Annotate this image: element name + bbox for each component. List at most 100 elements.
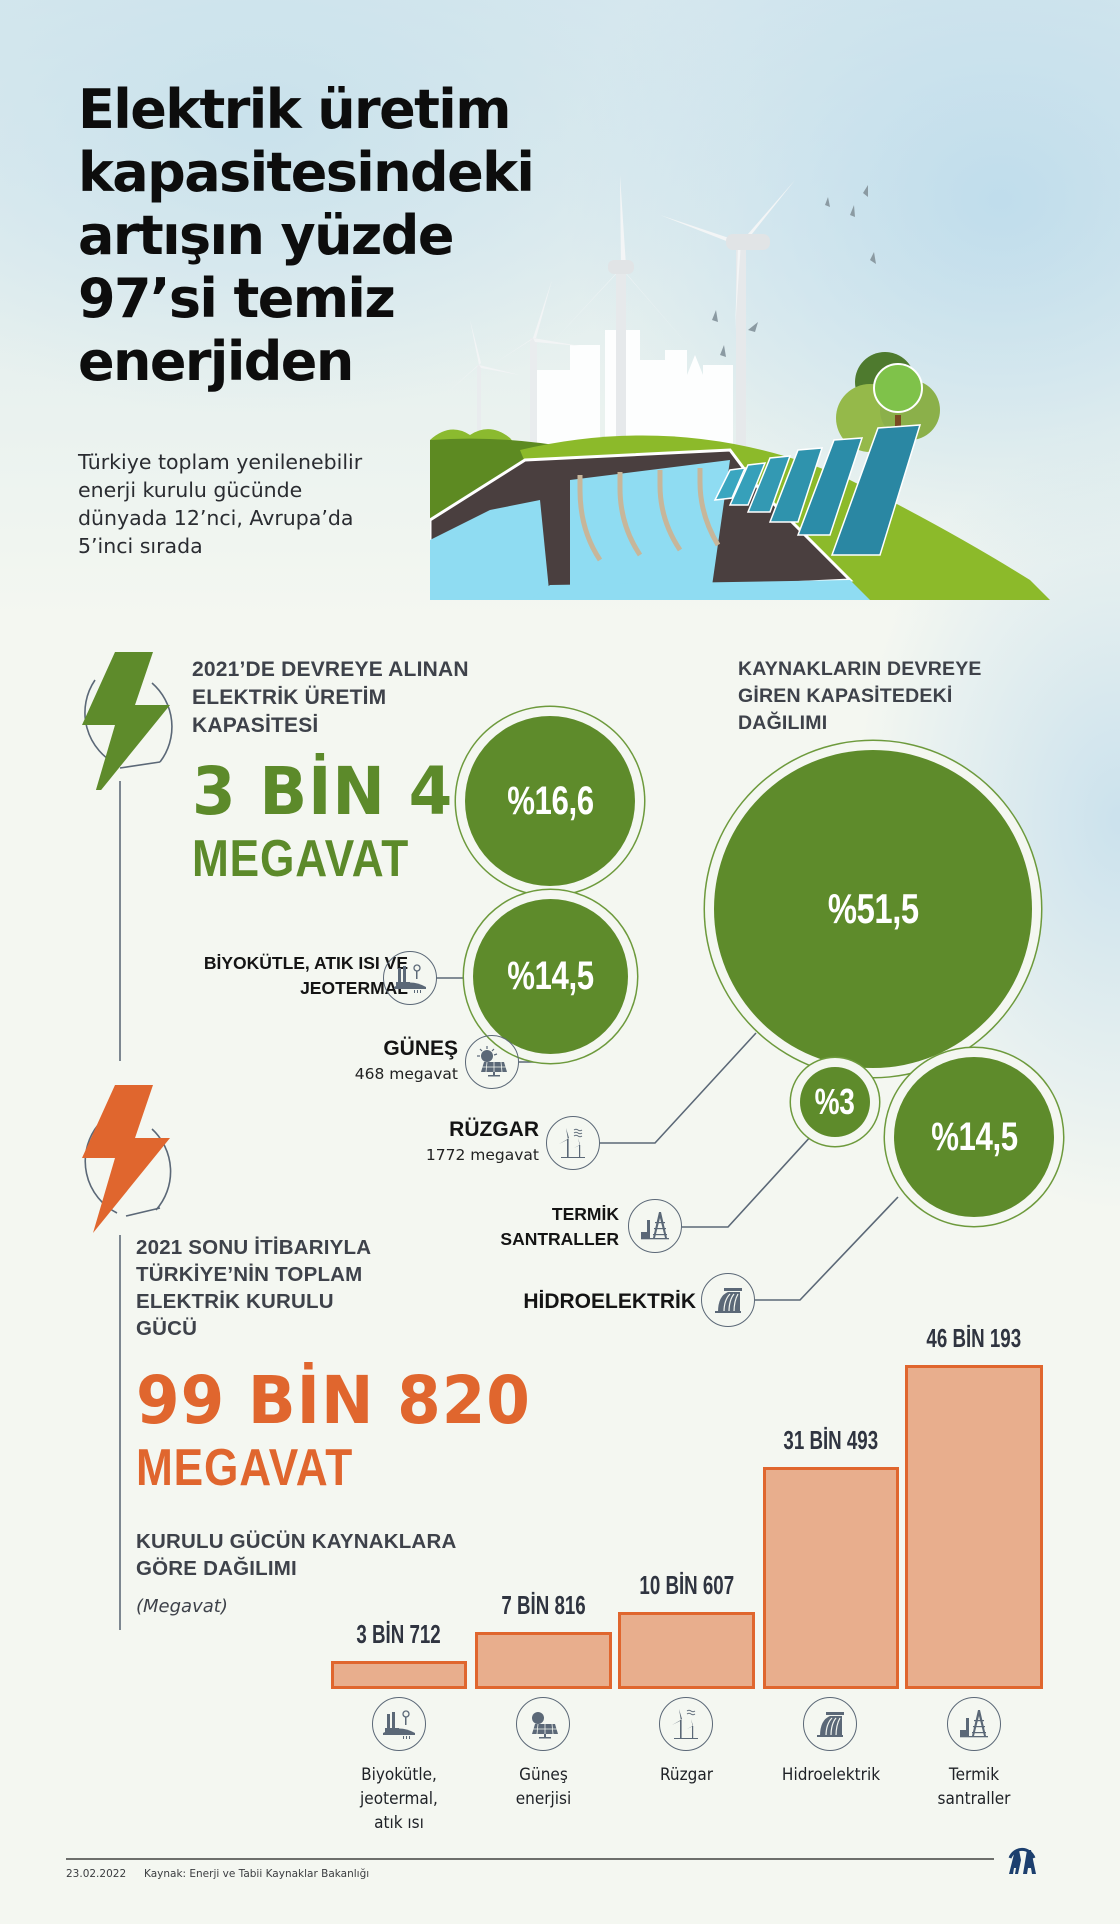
source-termik-label: TERMİK SANTRALLER (500, 1202, 619, 1252)
label-line: 2021’DE DEVREYE ALINAN (192, 658, 469, 681)
label-line: TÜRKİYE’NİN TOPLAM (136, 1263, 363, 1286)
label-line: SANTRALLER (500, 1229, 619, 1249)
label-line: DAĞILIMI (738, 712, 828, 734)
bubble-termik: %3 (800, 1067, 870, 1137)
title-line: enerjiden (78, 330, 354, 393)
category-label: Hidroelektrik (752, 1763, 910, 1787)
birds-icon (712, 185, 876, 357)
source-distribution-label: KURULU GÜCÜN KAYNAKLARA GÖRE DAĞILIMI (136, 1528, 456, 1582)
label-line: Rüzgar (659, 1765, 714, 1785)
bar-value: 3 BİN 712 (321, 1619, 477, 1649)
total-capacity-unit: MEGAVAT (136, 1439, 354, 1497)
wind-turbine-icon (546, 1116, 600, 1170)
bubble-gunes: %14,5 (473, 899, 628, 1054)
bar-ruzgar (618, 1612, 755, 1689)
source-biyokutle-label: BİYOKÜTLE, ATIK ISI VE JEOTERMAL (204, 951, 408, 1001)
label-line: santraller (937, 1789, 1011, 1809)
label-line: KAYNAKLARIN DEVREYE (738, 658, 982, 680)
bar-biyokutle (331, 1661, 467, 1689)
footer-source: Kaynak: Enerji ve Tabii Kaynaklar Bakanl… (144, 1868, 370, 1880)
category-label: Termik santraller (903, 1763, 1045, 1811)
category-label: Güneş enerjisi (473, 1763, 614, 1811)
aa-logo-icon (1008, 1847, 1036, 1874)
label-line: Güneş (519, 1765, 568, 1785)
label-line: 2021 SONU İTİBARIYLA (136, 1236, 372, 1259)
timeline-line (119, 1235, 121, 1630)
source-megawatt: 468 megavat (354, 1065, 458, 1083)
subtitle: Türkiye toplam yenilenebilir enerji kuru… (78, 448, 408, 560)
solar-panel-icon (465, 1035, 519, 1089)
title-line: artışın yüzde (78, 204, 454, 267)
label-line: Termik (948, 1765, 1000, 1785)
label-line: HİDROELEKTRİK (523, 1290, 696, 1313)
bubble-ruzgar: %51,5 (714, 750, 1032, 1068)
bar-value-text: 3 BİN 712 (356, 1619, 442, 1649)
thermal-plant-icon (628, 1199, 682, 1253)
solar-panel-icon (516, 1697, 570, 1751)
source-gunes-label: GÜNEŞ 468 megavat (355, 1036, 458, 1087)
total-capacity-label: 2021 SONU İTİBARIYLA TÜRKİYE’NİN TOPLAM … (136, 1234, 371, 1342)
label-line: RÜZGAR (449, 1118, 539, 1141)
title-line: 97’si temiz (78, 267, 396, 330)
title-line: Elektrik üretim (78, 78, 511, 141)
bubble-value: %3 (815, 1081, 855, 1122)
bar-value: 10 BİN 607 (608, 1570, 765, 1600)
label-line: KURULU GÜCÜN KAYNAKLARA (136, 1530, 457, 1553)
category-label: Biyokütle, jeotermal, atık ısı (329, 1763, 469, 1835)
label-line: GÖRE DAĞILIMI (136, 1557, 297, 1580)
bar-hidroelektrik (763, 1467, 899, 1689)
biomass-plant-icon (372, 1697, 426, 1751)
source-hidro-label: HİDROELEKTRİK (523, 1289, 696, 1315)
source-ruzgar-label: RÜZGAR 1772 megavat (426, 1117, 539, 1168)
added-capacity-label: 2021’DE DEVREYE ALINAN ELEKTRİK ÜRETİM K… (192, 656, 469, 740)
label-line: KAPASİTESİ (192, 714, 319, 737)
label-line: GÜNEŞ (383, 1037, 458, 1060)
label-line: Biyokütle, (361, 1765, 437, 1785)
bar-value: 7 BİN 816 (465, 1590, 622, 1620)
label-line: Hidroelektrik (781, 1765, 881, 1785)
footer-divider (66, 1858, 994, 1860)
bar-termik (905, 1365, 1043, 1689)
thermal-plant-icon (947, 1697, 1001, 1751)
lightning-bolt-icon (82, 1085, 170, 1233)
label-line: atık ısı (374, 1813, 424, 1833)
green-bolt-emblem (82, 652, 173, 790)
unit-note: (Megavat) (136, 1596, 228, 1617)
orange-bolt-emblem (82, 1085, 172, 1233)
bar-gunes (475, 1632, 612, 1689)
biomass-plant-icon (383, 951, 437, 1005)
bubble-value: %14,5 (507, 954, 594, 998)
label-line: BİYOKÜTLE, ATIK ISI VE (203, 953, 408, 973)
bubble-value: %14,5 (930, 1114, 1018, 1159)
bubble-value: %16,6 (506, 778, 594, 823)
label-line: ELEKTRİK ÜRETİM (192, 686, 387, 709)
hydro-dam-icon (803, 1697, 857, 1751)
wind-turbine-icon (659, 1697, 713, 1751)
bar-value-text: 31 BİN 493 (783, 1425, 879, 1455)
distribution-label: KAYNAKLARIN DEVREYE GİREN KAPASİTEDEKİ D… (738, 656, 982, 737)
bubble-hidro: %14,5 (894, 1057, 1054, 1217)
bubble-biyokutle: %16,6 (465, 716, 635, 886)
subtitle-line: enerji kurulu gücünde (78, 478, 303, 502)
label-line: TERMİK (551, 1204, 619, 1224)
bubble-value: %51,5 (827, 885, 919, 932)
bar-value: 46 BİN 193 (895, 1323, 1053, 1353)
renewable-energy-illustration (430, 175, 1050, 600)
subtitle-line: Türkiye toplam yenilenebilir (78, 450, 363, 474)
total-capacity-value: 99 BİN 820 (136, 1362, 531, 1439)
label-line: enerjisi (515, 1789, 572, 1809)
lightning-bolt-icon (82, 652, 170, 790)
bar-value-text: 10 BİN 607 (639, 1570, 734, 1600)
subtitle-line: 5’inci sırada (78, 534, 203, 558)
bar-value-text: 46 BİN 193 (926, 1323, 1022, 1353)
title-line: kapasitesindeki (78, 141, 535, 204)
timeline-line (119, 781, 121, 1061)
hydro-dam-icon (701, 1273, 755, 1327)
wind-turbine-icon (448, 175, 795, 488)
footer-date: 23.02.2022 (66, 1868, 127, 1880)
source-megawatt: 1772 megavat (425, 1146, 539, 1164)
label-line: JEOTERMAL (300, 978, 408, 998)
category-label: Rüzgar (616, 1763, 757, 1787)
subtitle-line: dünyada 12’nci, Avrupa’da (78, 506, 354, 530)
label-line: GİREN KAPASİTEDEKİ (738, 685, 953, 707)
